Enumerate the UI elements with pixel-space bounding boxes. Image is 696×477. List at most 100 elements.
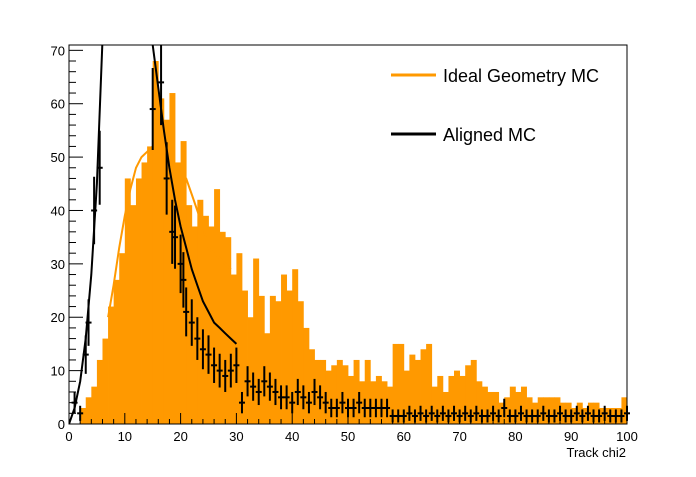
data-point [506,409,513,423]
data-point [180,252,187,308]
hist-bar [124,178,131,424]
data-point [163,142,170,215]
hist-bar [230,274,237,424]
y-tick-label: 0 [58,417,65,432]
data-point [529,409,536,423]
hist-bar [370,381,377,424]
data-point [227,353,234,388]
hist-bar [437,375,444,424]
data-point [233,347,240,383]
data-point [85,299,92,346]
data-point [378,398,385,418]
hist-bar [414,359,421,424]
hist-bar [336,359,343,424]
y-tick-label: 60 [51,97,65,112]
x-tick-label: 0 [65,429,72,444]
hist-bar [375,375,382,424]
hist-bar [102,338,109,424]
hist-bar [465,365,472,424]
data-point [484,409,491,423]
data-point [222,359,229,392]
hist-bar [431,386,438,424]
hist-bar [504,397,511,424]
y-tick-label: 70 [51,43,65,58]
hist-bar [353,359,360,424]
hist-bar [135,178,142,424]
legend-label-ideal: Ideal Geometry MC [443,66,599,86]
hist-bar [532,402,539,424]
data-point [372,398,379,418]
hist-bar [381,381,388,424]
data-point [311,378,318,406]
data-point [596,409,603,423]
hist-bar [308,349,315,424]
data-point [172,205,179,269]
hist-bar [442,391,449,424]
data-point [158,45,165,126]
data-point [490,405,497,421]
hist-bar [152,61,159,424]
hist-bar [297,301,304,424]
hist-bar [141,162,148,424]
data-point [495,409,502,423]
data-point [395,409,402,423]
hist-bar [202,215,209,424]
data-point [289,391,296,414]
data-point [261,366,268,397]
hist-bar [342,365,349,424]
x-tick-label: 90 [564,429,578,444]
data-point [607,409,614,423]
data-point [451,405,458,421]
data-point [294,378,301,406]
hist-bar [85,397,92,424]
data-point [417,405,424,421]
hist-bar [515,391,522,424]
data-point [199,329,206,370]
data-point [350,398,357,418]
hist-bar [420,349,427,424]
data-point [283,385,290,410]
data-point [339,391,346,414]
data-point [573,405,580,421]
hist-bar [543,397,550,424]
data-point [601,405,608,421]
hist-bar [548,397,555,424]
hist-bar [565,402,572,424]
data-point [462,405,469,421]
hist-bar [403,370,410,424]
hist-bar [197,199,204,424]
y-tick-label: 20 [51,310,65,325]
x-axis-label: Track chi2 [567,445,626,460]
data-point [278,385,285,410]
hist-bar [448,375,455,424]
hist-bar [113,279,120,424]
hist-bar [454,370,460,424]
data-point [238,391,245,414]
hist-bar [253,258,260,424]
data-point [517,405,524,421]
data-point [361,398,368,418]
data-point [250,372,257,401]
data-point [205,335,212,374]
data-point [188,299,195,346]
hist-bar [275,301,282,424]
data-point [439,405,446,421]
hist-bar [186,205,193,424]
hist-bar [130,205,137,424]
hist-bar [392,343,399,424]
hist-bar [470,359,477,424]
x-tick-label: 30 [229,429,243,444]
hist-bar [537,397,544,424]
data-point [305,391,312,414]
x-tick-label: 10 [118,429,132,444]
hist-bar [241,290,248,424]
data-point [317,385,324,410]
hist-bar [91,386,98,424]
hist-bar [621,397,628,424]
hist-bar [303,327,310,424]
data-point [328,398,335,418]
data-point [82,335,89,374]
data-point [384,398,391,418]
y-tick-label: 10 [51,364,65,379]
